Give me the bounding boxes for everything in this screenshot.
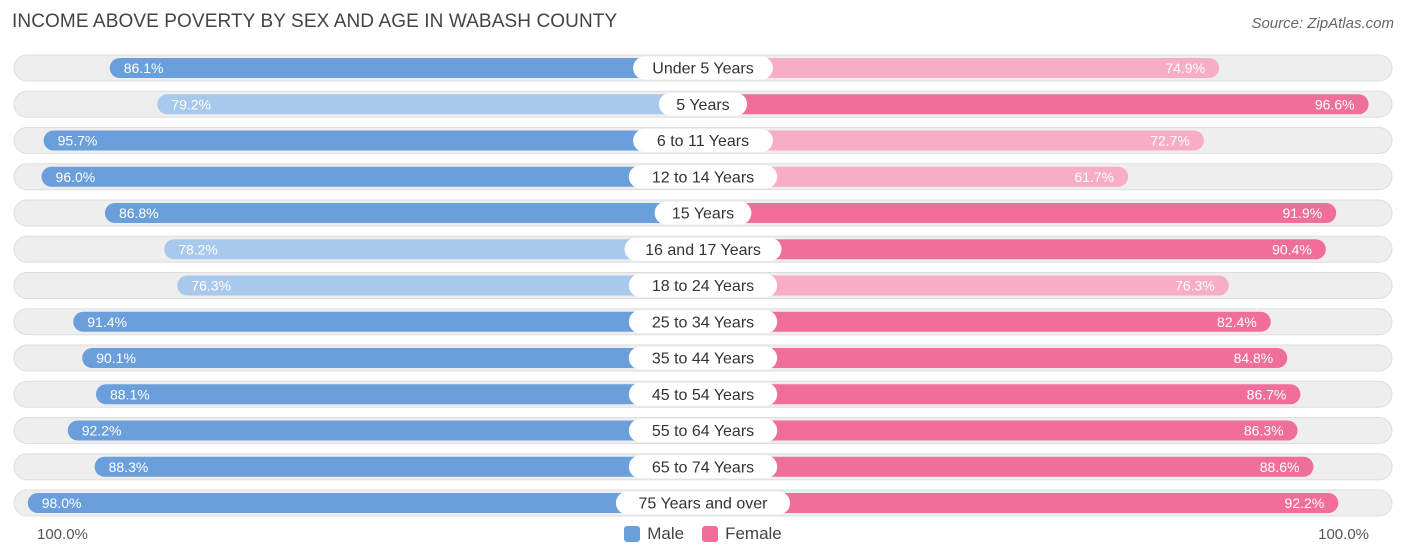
female-value-label: 90.4% — [1272, 241, 1312, 257]
male-bar — [73, 311, 703, 332]
female-value-label: 86.3% — [1244, 423, 1284, 439]
male-value-label: 95.7% — [58, 133, 98, 149]
female-value-label: 74.9% — [1165, 60, 1205, 76]
male-value-label: 78.2% — [178, 241, 218, 257]
legend-item-female: Female — [702, 524, 782, 544]
male-bar — [94, 456, 704, 477]
female-bar — [703, 420, 1298, 441]
category-pill — [628, 455, 778, 479]
male-value-label: 88.3% — [109, 459, 149, 475]
category-pill — [654, 201, 752, 225]
male-bar — [41, 166, 704, 187]
chart-title: INCOME ABOVE POVERTY BY SEX AND AGE IN W… — [12, 11, 618, 32]
male-bar — [43, 130, 703, 151]
female-value-label: 86.7% — [1247, 386, 1287, 402]
category-pill — [628, 382, 778, 406]
category-label: 16 and 17 Years — [645, 242, 761, 259]
axis-right-label: 100.0% — [1318, 526, 1369, 543]
female-bar — [703, 130, 1204, 151]
female-bar — [703, 58, 1220, 78]
male-bar — [95, 384, 704, 405]
male-bar — [67, 420, 703, 441]
legend-label-female: Female — [725, 524, 782, 543]
female-bar — [703, 94, 1369, 115]
category-label: 6 to 11 Years — [657, 133, 749, 150]
female-value-label: 92.2% — [1285, 495, 1325, 511]
male-value-label: 79.2% — [171, 96, 211, 112]
legend: Male Female — [0, 524, 1406, 544]
male-value-label: 86.1% — [124, 60, 164, 76]
category-pill — [628, 165, 778, 189]
female-value-label: 72.7% — [1150, 133, 1190, 149]
male-bar — [27, 493, 703, 513]
male-bar — [164, 239, 703, 260]
category-label: 65 to 74 Years — [652, 459, 754, 476]
female-bar — [703, 311, 1271, 332]
female-value-label: 61.7% — [1074, 169, 1114, 185]
category-pill — [628, 346, 778, 370]
male-value-label: 90.1% — [96, 350, 136, 366]
category-label: 5 Years — [676, 97, 729, 114]
female-value-label: 88.6% — [1260, 459, 1300, 475]
category-label: 45 to 54 Years — [652, 387, 754, 404]
female-bar — [703, 203, 1337, 223]
male-value-label: 96.0% — [56, 169, 96, 185]
male-value-label: 88.1% — [110, 386, 150, 402]
category-label: Under 5 Years — [652, 61, 753, 78]
legend-swatch-male — [624, 526, 641, 542]
category-label: 18 to 24 Years — [652, 278, 754, 295]
male-value-label: 98.0% — [42, 495, 82, 511]
female-bar — [703, 493, 1339, 513]
category-label: 12 to 14 Years — [652, 169, 754, 186]
category-pill — [624, 237, 782, 261]
male-bar — [177, 275, 704, 296]
male-value-label: 76.3% — [191, 278, 231, 294]
female-bar — [703, 275, 1229, 296]
female-bar — [703, 384, 1301, 405]
female-value-label: 76.3% — [1175, 278, 1215, 294]
female-value-label: 82.4% — [1217, 314, 1257, 330]
source-label: Source: ZipAtlas.com — [1251, 15, 1394, 32]
category-pill — [633, 56, 773, 80]
female-bar — [703, 456, 1314, 477]
legend-swatch-female — [702, 526, 719, 542]
category-pill — [628, 310, 778, 334]
category-label: 25 to 34 Years — [652, 314, 754, 331]
category-label: 55 to 64 Years — [652, 423, 754, 440]
female-value-label: 84.8% — [1234, 350, 1274, 366]
female-bar — [703, 348, 1288, 368]
male-bar — [82, 348, 703, 368]
male-value-label: 86.8% — [119, 205, 159, 221]
male-bar — [109, 58, 703, 78]
category-pill — [628, 274, 778, 297]
category-pill — [615, 491, 791, 515]
category-label: 35 to 44 Years — [652, 351, 754, 368]
female-bar — [703, 166, 1129, 187]
female-value-label: 96.6% — [1315, 96, 1355, 112]
category-pill — [658, 92, 748, 116]
category-pill — [633, 129, 773, 152]
male-value-label: 91.4% — [87, 314, 127, 330]
legend-label-male: Male — [647, 524, 685, 543]
category-label: 15 Years — [672, 206, 734, 223]
male-bar — [157, 94, 703, 115]
female-bar — [703, 239, 1326, 260]
category-pill — [628, 419, 778, 442]
axis-left-label: 100.0% — [37, 526, 88, 543]
male-value-label: 92.2% — [82, 423, 122, 439]
male-bar — [104, 203, 703, 223]
category-label: 75 Years and over — [639, 496, 769, 513]
female-value-label: 91.9% — [1282, 205, 1322, 221]
legend-item-male: Male — [624, 524, 684, 544]
